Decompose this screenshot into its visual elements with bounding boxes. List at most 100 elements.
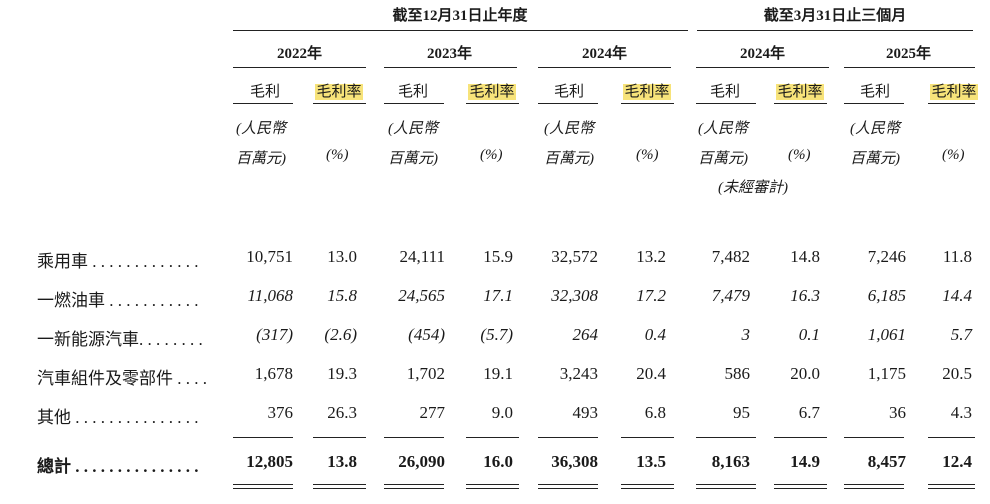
table-cell: 26,090: [398, 452, 445, 471]
table-cell: 6,185: [867, 286, 906, 305]
col-rule: [844, 103, 904, 104]
table-cell: 13.5: [636, 452, 666, 471]
col-gross-profit-2024-q1: 毛利: [709, 84, 740, 100]
table-cell: 13.8: [327, 452, 357, 471]
total-double-rule: [696, 488, 756, 489]
col-rule: [621, 103, 674, 104]
table-cell: 6.8: [644, 403, 666, 422]
table-cell: 8,163: [711, 452, 750, 471]
total-double-rule: [538, 484, 598, 485]
total-double-rule: [313, 484, 366, 485]
table-cell: 14.8: [790, 247, 820, 266]
table-cell: 17.1: [483, 286, 513, 305]
table-cell: 1,175: [867, 364, 906, 383]
subtotal-rule: [696, 437, 756, 438]
subtotal-rule: [928, 437, 975, 438]
col-rule: [313, 103, 366, 104]
year-header-2023: 2023年: [426, 46, 472, 62]
col-gross-margin-2022: 毛利率: [315, 84, 363, 100]
total-double-rule: [313, 488, 366, 489]
total-double-rule: [233, 484, 293, 485]
table-cell: 0.4: [644, 325, 666, 344]
col-gross-margin-2023: 毛利率: [468, 84, 516, 100]
table-cell: 12.4: [942, 452, 972, 471]
total-double-rule: [621, 488, 674, 489]
col-gross-profit-2025-q1: 毛利: [859, 84, 890, 100]
group-rule-quarter: [697, 30, 973, 31]
table-cell: 20.0: [790, 364, 820, 383]
col-gross-margin-2025-q1: 毛利率: [930, 84, 978, 100]
col-rule: [233, 103, 293, 104]
col-gross-profit-2023: 毛利: [397, 84, 428, 100]
col-rule: [696, 103, 756, 104]
unit-pct-2024: (%): [636, 147, 659, 163]
table-cell: 14.4: [942, 286, 972, 305]
table-cell: 7,482: [711, 247, 750, 266]
table-cell: 7,246: [867, 247, 906, 266]
subtotal-rule: [538, 437, 598, 438]
year-header-2024-q1: 2024年: [739, 46, 785, 62]
table-cell: 13.2: [636, 247, 666, 266]
table-cell: 26.3: [327, 403, 357, 422]
table-cell: 95: [733, 403, 750, 422]
row-label: 乘用車 . . . . . . . . . . . . .: [37, 252, 199, 271]
row-label: 汽車組件及零部件 . . . .: [37, 369, 207, 388]
unit-million-2025-q1: 百萬元): [850, 151, 900, 167]
table-cell: 0.1: [798, 325, 820, 344]
unit-pct-2022: (%): [326, 147, 349, 163]
group-header-quarter: 截至3月31日止三個月: [763, 8, 907, 24]
table-cell: 3: [741, 325, 751, 344]
table-cell: 14.9: [790, 452, 820, 471]
table-cell: 16.3: [790, 286, 820, 305]
subtotal-rule: [621, 437, 674, 438]
table-cell: 24,111: [399, 247, 446, 266]
col-rule: [928, 103, 975, 104]
col-gross-margin-2024: 毛利率: [623, 84, 671, 100]
table-cell: 5.7: [950, 325, 972, 344]
year-rule-2024: [538, 67, 671, 68]
col-gross-profit-2022: 毛利: [249, 84, 280, 100]
table-cell: 36: [889, 403, 906, 422]
table-cell: 7,479: [711, 286, 750, 305]
table-cell: 493: [572, 403, 599, 422]
table-cell: (5.7): [480, 325, 513, 344]
total-double-rule: [844, 488, 904, 489]
table-cell: 264: [572, 325, 599, 344]
table-cell: (454): [408, 325, 445, 344]
subtotal-rule: [466, 437, 519, 438]
subtotal-rule: [774, 437, 827, 438]
year-rule-2022: [233, 67, 366, 68]
unit-million-2022: 百萬元): [236, 151, 286, 167]
row-label: 總計 . . . . . . . . . . . . . . .: [37, 457, 199, 476]
subtotal-rule: [313, 437, 366, 438]
total-double-rule: [844, 484, 904, 485]
total-double-rule: [466, 484, 519, 485]
table-cell: 16.0: [483, 452, 513, 471]
unit-rmb-2022: (人民幣: [236, 121, 286, 137]
group-rule-annual: [233, 30, 688, 31]
row-label: 一新能源汽車. . . . . . . .: [37, 330, 203, 349]
unit-pct-2024-q1: (%): [788, 147, 811, 163]
table-cell: 17.2: [636, 286, 666, 305]
table-cell: 13.0: [327, 247, 357, 266]
subtotal-rule: [233, 437, 293, 438]
unit-pct-2025-q1: (%): [942, 147, 965, 163]
row-label: 其他 . . . . . . . . . . . . . . .: [37, 408, 199, 427]
table-cell: 277: [419, 403, 446, 422]
subtotal-rule: [384, 437, 444, 438]
table-cell: 11.8: [942, 247, 972, 266]
col-rule: [774, 103, 827, 104]
unit-million-2024: 百萬元): [544, 151, 594, 167]
total-double-rule: [384, 488, 444, 489]
table-cell: 4.3: [950, 403, 972, 422]
total-double-rule: [384, 484, 444, 485]
year-rule-2023: [384, 67, 517, 68]
year-header-2022: 2022年: [276, 46, 322, 62]
col-gross-profit-2024: 毛利: [553, 84, 584, 100]
total-double-rule: [774, 484, 827, 485]
total-double-rule: [774, 488, 827, 489]
table-cell: 20.4: [636, 364, 666, 383]
table-cell: 1,678: [254, 364, 293, 383]
total-double-rule: [466, 488, 519, 489]
table-cell: 19.1: [483, 364, 513, 383]
